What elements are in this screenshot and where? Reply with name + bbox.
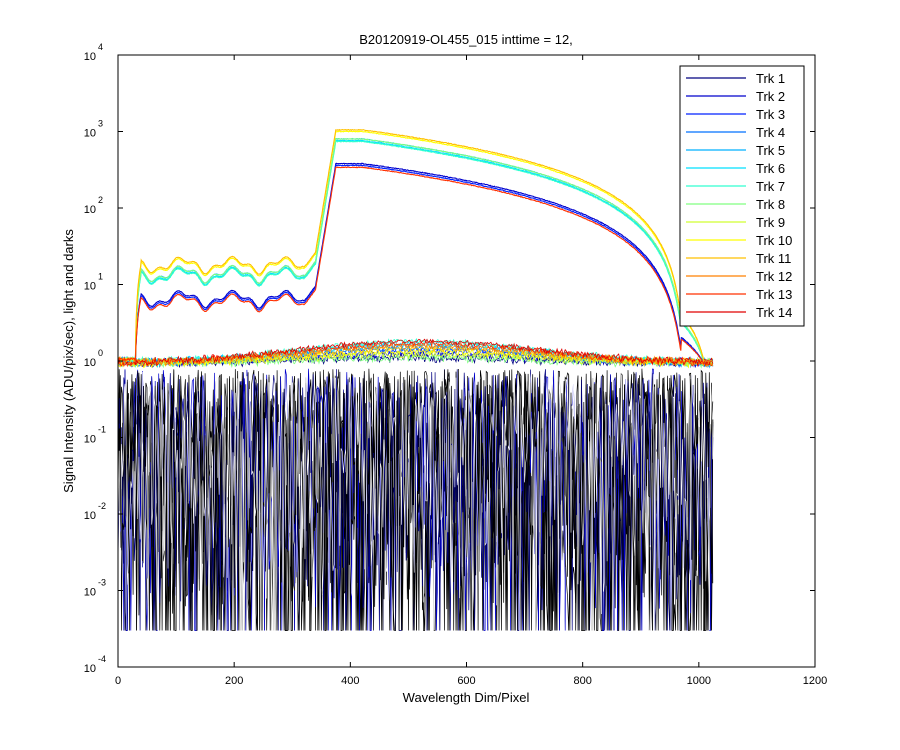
light-trace-trk-2 xyxy=(118,162,713,365)
x-tick-label: 1000 xyxy=(687,675,711,687)
y-tick-label-exponent: -2 xyxy=(98,501,106,511)
x-axis-label: Wavelength Dim/Pixel xyxy=(403,690,530,705)
legend-label: Trk 5 xyxy=(756,143,785,158)
x-axis: 0 200 400 600 800 1000 1200 xyxy=(115,55,827,687)
y-tick-label-base: 10 xyxy=(84,663,96,675)
legend-label: Trk 2 xyxy=(756,89,785,104)
y-tick-label-base: 10 xyxy=(84,204,96,216)
y-tick-label-exponent: 2 xyxy=(98,195,103,205)
light-trace-trk-13 xyxy=(118,166,713,366)
legend-label: Trk 12 xyxy=(756,269,792,284)
light-traces xyxy=(118,128,714,366)
y-tick-label-base: 10 xyxy=(84,51,96,63)
legend-label: Trk 9 xyxy=(756,215,785,230)
x-tick-label: 0 xyxy=(115,675,121,687)
noise-trace xyxy=(118,368,714,631)
noise-trace xyxy=(118,369,714,631)
y-tick-label-base: 10 xyxy=(84,128,96,140)
legend-label: Trk 1 xyxy=(756,71,785,86)
y-tick-label-base: 10 xyxy=(84,434,96,446)
chart-title: B20120919-OL455_015 inttime = 12, xyxy=(359,32,573,47)
y-axis-label: Signal Intensity (ADU/pix/sec), light an… xyxy=(61,229,76,493)
y-tick-label-base: 10 xyxy=(84,587,96,599)
y-tick-label-exponent: 1 xyxy=(98,272,103,282)
y-tick-label-exponent: 0 xyxy=(98,348,103,358)
x-tick-label: 400 xyxy=(341,675,359,687)
y-tick-label-exponent: -3 xyxy=(98,578,106,588)
light-trace-trk-7 xyxy=(118,140,714,364)
light-trace-trk-10 xyxy=(118,130,714,363)
dark-traces xyxy=(118,337,714,369)
legend: Trk 1 Trk 2 Trk 3 Trk 4 Trk 5 Trk 6 Trk 7 Trk 8… xyxy=(679,65,805,327)
x-tick-label: 200 xyxy=(225,675,243,687)
legend-box xyxy=(679,65,805,327)
light-trace-trk-3 xyxy=(118,164,714,366)
legend-label: Trk 11 xyxy=(756,251,791,266)
y-tick-label-exponent: 4 xyxy=(98,42,103,52)
light-trace-trk-8 xyxy=(118,138,714,364)
dark-noise-traces xyxy=(118,368,714,631)
legend-label: Trk 7 xyxy=(756,179,785,194)
dark-trace xyxy=(118,340,714,368)
y-tick-label-exponent: -4 xyxy=(98,654,106,664)
legend-label: Trk 10 xyxy=(756,233,792,248)
legend-label: Trk 8 xyxy=(756,197,785,212)
dark-trace xyxy=(118,338,714,367)
y-tick-label-base: 10 xyxy=(84,281,96,293)
legend-label: Trk 3 xyxy=(756,107,785,122)
noise-trace xyxy=(118,369,714,631)
y-tick-label-exponent: 3 xyxy=(98,119,103,129)
legend-label: Trk 13 xyxy=(756,287,792,302)
legend-label: Trk 4 xyxy=(756,125,785,140)
x-tick-label: 600 xyxy=(457,675,475,687)
legend-label: Trk 6 xyxy=(756,161,785,176)
light-trace-trk-11 xyxy=(118,128,714,363)
x-tick-label: 1200 xyxy=(803,675,827,687)
y-tick-label-exponent: -1 xyxy=(98,425,106,435)
y-tick-label-base: 10 xyxy=(84,357,96,369)
y-tick-label-base: 10 xyxy=(84,510,96,522)
x-tick-label: 800 xyxy=(573,675,591,687)
legend-label: Trk 14 xyxy=(756,305,792,320)
